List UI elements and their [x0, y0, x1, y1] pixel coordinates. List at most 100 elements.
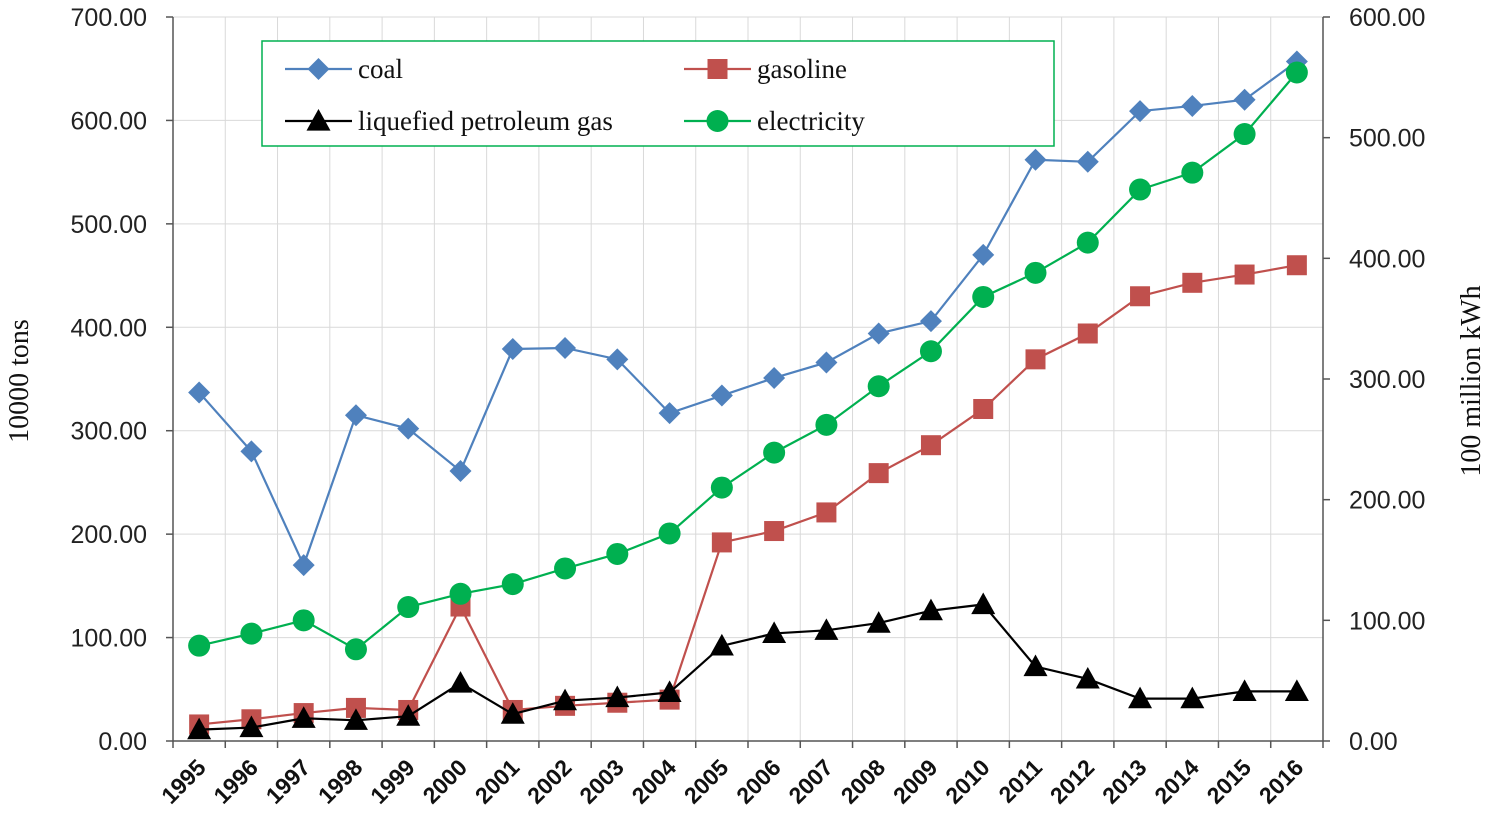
x-tick-label: 2005: [679, 754, 734, 809]
x-tick-label: 2008: [836, 754, 891, 809]
data-point-liquefied-petroleum-gas: [396, 704, 421, 726]
data-point-liquefied-petroleum-gas: [1232, 679, 1257, 701]
data-point-liquefied-petroleum-gas: [1075, 666, 1100, 689]
data-point-liquefied-petroleum-gas: [187, 717, 212, 740]
data-point-liquefied-petroleum-gas: [291, 706, 316, 728]
y-right-tick-label: 400.00: [1349, 245, 1425, 273]
data-point-coal: [1233, 88, 1256, 111]
y-right-tick-label: 200.00: [1349, 487, 1425, 515]
legend-entry-gasoline: gasoline: [684, 54, 847, 84]
legend-marker: [706, 110, 729, 132]
data-point-liquefied-petroleum-gas: [971, 592, 996, 615]
x-tick-label: 1998: [313, 754, 368, 809]
legend-label: gasoline: [757, 54, 847, 84]
axes: [166, 16, 1330, 748]
y-right-tick-label: 0.00: [1349, 728, 1398, 756]
data-point-coal: [658, 402, 681, 425]
x-tick-label: 2015: [1202, 754, 1257, 809]
x-tick-label: 2016: [1254, 754, 1309, 809]
data-point-coal: [710, 384, 733, 407]
data-point-coal: [501, 338, 524, 361]
x-tick-label: 2010: [940, 754, 995, 809]
x-tick-label: 2014: [1149, 754, 1204, 809]
data-point-coal: [240, 440, 263, 463]
data-point-coal: [763, 366, 786, 389]
data-point-electricity: [240, 622, 263, 645]
data-point-coal: [449, 460, 472, 483]
data-point-gasoline: [816, 502, 837, 523]
data-point-electricity: [292, 609, 315, 632]
data-point-coal: [815, 351, 838, 374]
data-point-electricity: [710, 476, 733, 499]
y-left-tick-label: 200.00: [71, 521, 147, 549]
x-tick-label: 2009: [888, 754, 943, 809]
x-tick-label: 2007: [783, 754, 838, 809]
data-point-liquefied-petroleum-gas: [448, 671, 473, 693]
y-right-tick-label: 300.00: [1349, 366, 1425, 394]
y-left-tick-label: 400.00: [71, 314, 147, 342]
data-point-liquefied-petroleum-gas: [709, 633, 734, 656]
data-point-coal: [554, 336, 577, 359]
data-point-gasoline: [868, 463, 889, 484]
data-point-coal: [1129, 100, 1152, 123]
data-point-electricity: [972, 285, 995, 308]
data-point-liquefied-petroleum-gas: [1180, 686, 1205, 709]
data-point-coal: [867, 322, 890, 345]
data-point-liquefied-petroleum-gas: [239, 715, 264, 738]
series-electricity: [188, 61, 1308, 661]
data-point-gasoline: [1130, 286, 1151, 307]
y-right-tick-label: 600.00: [1349, 4, 1425, 32]
x-tick-label: 1999: [365, 754, 420, 809]
x-tick-label: 1997: [261, 754, 316, 809]
series-line-electricity: [198, 71, 1298, 651]
data-point-liquefied-petroleum-gas: [657, 680, 682, 702]
data-point-liquefied-petroleum-gas: [553, 688, 578, 711]
data-point-electricity: [658, 522, 681, 545]
data-point-gasoline: [1182, 272, 1203, 293]
y-left-tick-label: 600.00: [71, 107, 147, 135]
data-point-gasoline: [1234, 264, 1255, 285]
data-point-electricity: [397, 596, 420, 619]
data-point-liquefied-petroleum-gas: [1284, 679, 1309, 701]
data-point-liquefied-petroleum-gas: [1128, 686, 1153, 709]
data-point-electricity: [919, 340, 942, 363]
data-point-coal: [292, 554, 315, 577]
legend-label: liquefied petroleum gas: [358, 106, 613, 136]
series-line-liquefied-petroleum-gas: [199, 603, 1297, 731]
legend-box: [261, 40, 1055, 147]
x-tick-label: 2006: [731, 754, 786, 809]
legend-marker: [307, 58, 330, 80]
series-line-gasoline: [199, 264, 1298, 726]
y-left-tick-label: 500.00: [71, 211, 147, 239]
data-point-coal: [972, 243, 995, 266]
data-point-liquefied-petroleum-gas: [814, 618, 839, 640]
legend-entry-coal: coal: [285, 54, 403, 84]
series-liquefied-petroleum-gas: [187, 592, 1309, 740]
x-tick-label: 2001: [470, 754, 525, 809]
x-tick-label: 2013: [1097, 754, 1152, 809]
x-tick-label: 1996: [208, 754, 263, 809]
data-point-electricity: [501, 573, 524, 596]
data-point-coal: [1285, 50, 1308, 73]
legend-label: coal: [358, 54, 403, 84]
data-point-electricity: [1181, 161, 1204, 184]
y-right-tick-label: 500.00: [1349, 125, 1425, 153]
data-point-electricity: [1285, 61, 1308, 84]
legend-entry-liquefied-petroleum-gas: liquefied petroleum gas: [285, 106, 613, 136]
legend-marker: [707, 59, 728, 79]
data-point-liquefied-petroleum-gas: [343, 708, 368, 730]
data-point-gasoline: [1025, 349, 1046, 370]
data-point-electricity: [1076, 231, 1099, 254]
data-point-electricity: [1024, 261, 1047, 284]
data-point-electricity: [815, 413, 838, 436]
data-point-gasoline: [345, 697, 366, 718]
y-left-tick-label: 300.00: [71, 418, 147, 446]
data-point-liquefied-petroleum-gas: [866, 611, 891, 633]
x-tick-label: 2000: [417, 754, 472, 809]
x-tick-label: 2012: [1045, 754, 1100, 809]
data-point-liquefied-petroleum-gas: [605, 685, 630, 708]
data-point-gasoline: [920, 435, 941, 456]
data-point-liquefied-petroleum-gas: [762, 621, 787, 644]
